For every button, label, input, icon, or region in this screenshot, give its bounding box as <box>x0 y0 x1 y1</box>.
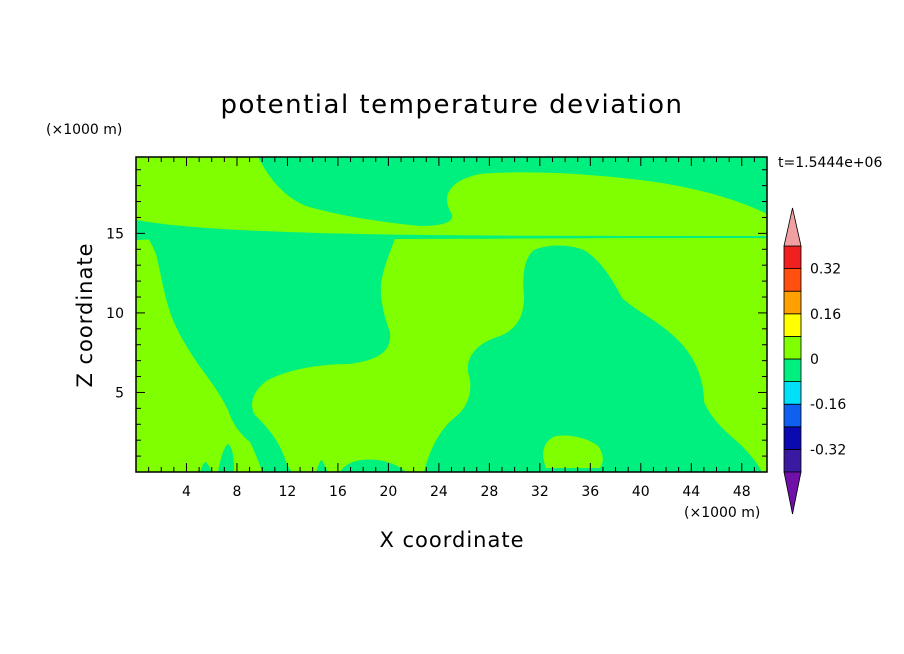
x-tick-label: 36 <box>581 484 599 500</box>
x-tick-label: 24 <box>430 484 448 500</box>
x-tick-label: 8 <box>232 484 241 500</box>
x-unit-label: (×1000 m) <box>684 505 760 521</box>
x-tick-label: 28 <box>480 484 498 500</box>
colorbar-bin <box>783 268 802 292</box>
colorbar-bin <box>783 403 802 428</box>
y-tick-label: 15 <box>106 226 124 242</box>
positive-bump-bottom <box>543 435 603 468</box>
negative-spike-2 <box>200 462 212 472</box>
colorbar-bin <box>783 381 802 405</box>
x-tick-label: 48 <box>733 484 751 500</box>
negative-region-top <box>258 157 767 226</box>
negative-region-right <box>424 245 762 472</box>
x-tick-label: 40 <box>632 484 650 500</box>
colorbar-label: 0 <box>810 352 819 368</box>
x-tick-label: 44 <box>682 484 700 500</box>
colorbar-bin <box>783 335 802 360</box>
colorbar-over-arrow <box>783 207 802 247</box>
colorbar-label: 0.32 <box>810 262 841 278</box>
y-tick-label: 5 <box>115 385 124 401</box>
colorbar-bin <box>783 245 802 270</box>
colorbar-bin <box>783 358 802 383</box>
negative-streak <box>136 220 767 240</box>
colorbar-bin <box>783 313 802 337</box>
time-label: t=1.5444e+06 <box>778 155 882 171</box>
negative-bottom-sliver <box>340 459 406 472</box>
x-axis-title: X coordinate <box>379 528 524 552</box>
colorbar-label: 0.16 <box>810 307 841 323</box>
chart-title: potential temperature deviation <box>221 90 684 120</box>
x-tick-label: 32 <box>531 484 549 500</box>
x-tick-label: 12 <box>279 484 297 500</box>
negative-region-left <box>145 232 396 472</box>
colorbar-bin <box>783 290 802 315</box>
colorbar-label: -0.32 <box>810 442 846 458</box>
colorbar-label: -0.16 <box>810 397 846 413</box>
colorbar: 0.32 0.16 0 -0.16 -0.32 <box>783 207 846 515</box>
colorbar-bin <box>783 426 802 450</box>
x-tick-label: 16 <box>329 484 347 500</box>
y-tick-label: 10 <box>106 306 124 322</box>
y-ticks: 5 10 15 <box>106 169 767 457</box>
y-unit-label: (×1000 m) <box>46 122 122 138</box>
x-ticks: 4 8 12 16 20 24 28 32 36 40 44 48 <box>148 157 755 500</box>
colorbar-bin <box>783 448 802 473</box>
negative-spike-1 <box>218 444 234 472</box>
colorbar-under-arrow <box>783 471 802 515</box>
y-axis-title: Z coordinate <box>73 242 97 387</box>
x-tick-label: 4 <box>182 484 191 500</box>
heatmap-field <box>136 157 767 472</box>
x-tick-label: 20 <box>379 484 397 500</box>
